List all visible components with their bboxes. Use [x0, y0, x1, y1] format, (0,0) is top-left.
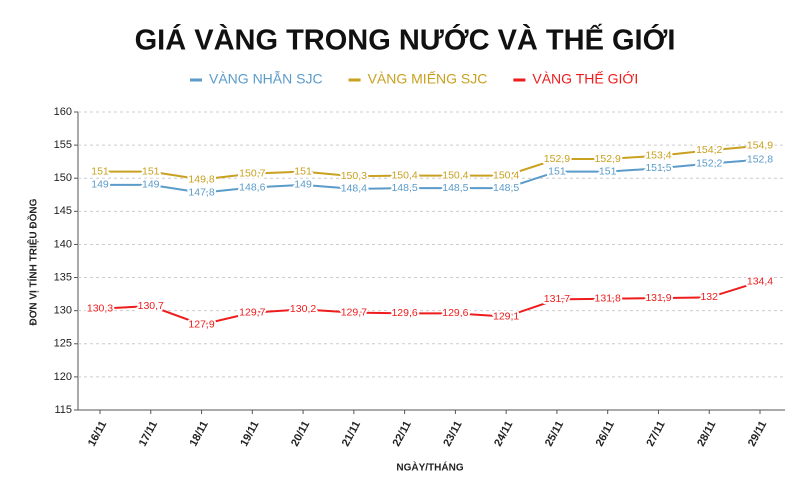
value-label: 152,8 — [747, 153, 773, 165]
value-label: 130,3 — [87, 302, 113, 314]
value-label: 151 — [599, 165, 617, 177]
x-tick-label: 25/11 — [543, 419, 566, 448]
value-label: 151 — [142, 165, 160, 177]
y-tick-label: 120 — [54, 371, 72, 383]
y-tick-label: 150 — [54, 172, 72, 184]
y-axis-title: ĐƠN VỊ TÍNH TRIỆU ĐỒNG — [27, 198, 40, 325]
value-label: 129,6 — [391, 307, 417, 319]
value-label: 131,8 — [595, 293, 621, 305]
value-label: 150,4 — [442, 169, 468, 181]
series-line — [100, 158, 761, 194]
value-label: 129,7 — [341, 306, 367, 318]
y-tick-label: 145 — [54, 205, 72, 217]
value-label: 131,9 — [645, 292, 671, 304]
y-tick-label: 140 — [54, 238, 72, 250]
x-axis-title: NGÀY/THÁNG — [396, 461, 463, 474]
value-label: 148,5 — [442, 182, 468, 194]
legend-label: VÀNG THẾ GIỚI — [532, 71, 638, 87]
value-label: 130,2 — [290, 303, 316, 315]
x-tick-label: 29/11 — [746, 419, 769, 448]
value-label: 153,4 — [645, 149, 671, 161]
value-label: 151 — [91, 165, 109, 177]
value-label: 149 — [91, 179, 109, 191]
value-label: 148,4 — [341, 183, 367, 195]
value-label: 152,2 — [696, 157, 722, 169]
x-tick-label: 24/11 — [492, 419, 515, 448]
value-label: 127,9 — [188, 318, 214, 330]
value-label: 148,5 — [391, 182, 417, 194]
y-tick-label: 155 — [54, 139, 72, 151]
x-tick-label: 27/11 — [644, 419, 667, 448]
value-label: 129,1 — [493, 310, 519, 322]
y-tick-label: 125 — [54, 338, 72, 350]
chart-title: GIÁ VÀNG TRONG NƯỚC VÀ THẾ GIỚI — [135, 23, 676, 57]
value-label: 130,7 — [138, 300, 164, 312]
x-tick-label: 28/11 — [695, 419, 718, 448]
value-label: 149,8 — [188, 173, 214, 185]
value-label: 147,8 — [188, 187, 214, 199]
x-tick-label: 26/11 — [594, 419, 617, 448]
value-label: 152,9 — [544, 153, 570, 165]
value-label: 151 — [294, 165, 312, 177]
value-label: 149 — [294, 179, 312, 191]
y-tick-label: 160 — [54, 106, 72, 118]
value-label: 150,4 — [391, 169, 417, 181]
value-label: 150,3 — [341, 170, 367, 182]
value-label: 149 — [142, 179, 160, 191]
value-label: 151,5 — [645, 162, 671, 174]
series-line — [99, 280, 761, 326]
value-label: 131,7 — [544, 293, 570, 305]
x-tick-label: 20/11 — [289, 419, 312, 448]
x-tick-label: 17/11 — [137, 419, 160, 448]
x-tick-label: 21/11 — [340, 419, 363, 448]
value-label: 148,5 — [493, 182, 519, 194]
y-tick-label: 130 — [54, 305, 72, 317]
legend-label: VÀNG MIẾNG SJC — [368, 71, 488, 87]
value-label: 132 — [700, 291, 718, 303]
value-label: 154,9 — [747, 140, 773, 152]
value-label: 150,4 — [493, 169, 519, 181]
legend-label: VÀNG NHẪN SJC — [209, 71, 323, 87]
x-tick-label: 22/11 — [391, 419, 414, 448]
x-tick-label: 16/11 — [86, 419, 109, 448]
x-tick-label: 18/11 — [188, 419, 211, 448]
value-label: 134,4 — [747, 275, 773, 287]
value-label: 129,6 — [442, 307, 468, 319]
value-label: 148,6 — [239, 181, 265, 193]
value-label: 152,9 — [595, 153, 621, 165]
y-tick-label: 115 — [54, 404, 72, 416]
series-line — [100, 144, 761, 181]
value-label: 151 — [548, 165, 566, 177]
value-label: 154,2 — [696, 144, 722, 156]
x-tick-label: 19/11 — [238, 419, 261, 448]
x-tick-label: 23/11 — [441, 419, 464, 448]
value-label: 129,7 — [239, 306, 265, 318]
y-tick-label: 135 — [54, 271, 72, 283]
value-label: 150,7 — [239, 167, 265, 179]
